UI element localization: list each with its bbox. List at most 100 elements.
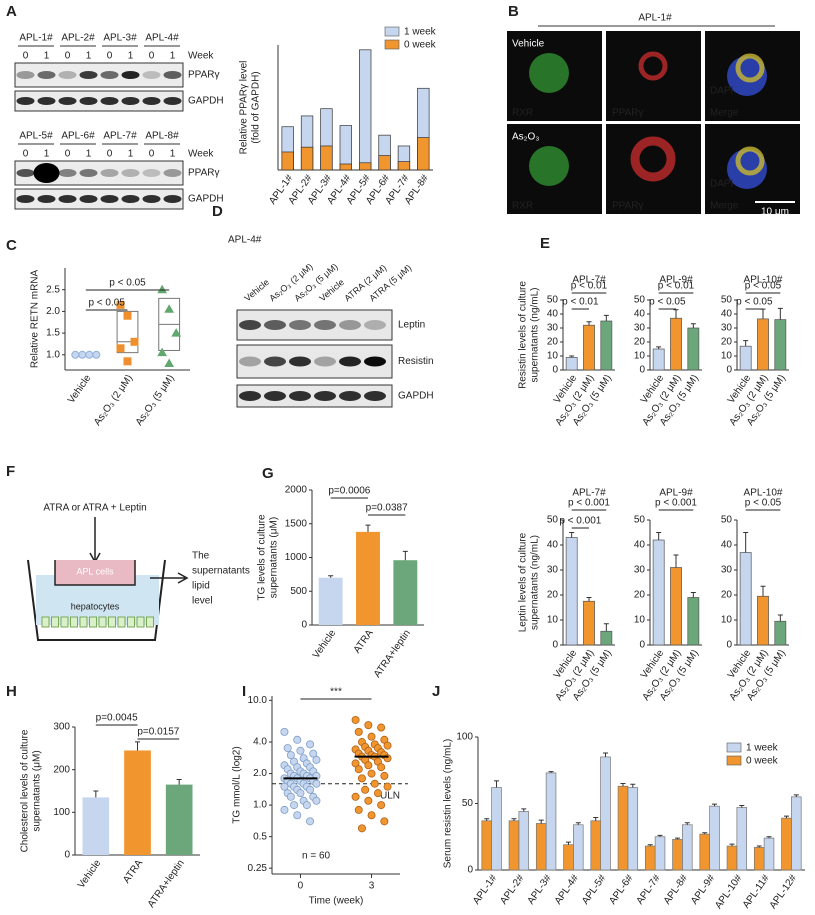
error-bar [777,307,783,320]
annotation: p < 0.001 [559,516,601,527]
blot-band [79,97,98,105]
sample-label: APL-5# [19,131,53,142]
annotation: p < 0.05 [649,297,686,308]
bar [600,320,613,371]
bar [565,357,578,371]
bar [617,785,629,871]
blot-band [314,320,336,330]
point [361,785,370,794]
output-label: lipid [192,581,210,592]
y-tick-label: 50 [462,798,474,809]
annotation: p < 0.001 [568,498,610,509]
box [116,310,139,354]
bar [518,811,530,871]
y-tick-label: 10 [721,615,733,626]
blot-band [121,169,140,177]
bar [545,772,557,871]
point [373,789,382,798]
bar [682,824,693,871]
point [312,796,321,805]
blot-band [339,320,361,330]
point [296,789,305,798]
bar [781,817,792,871]
y-tick-label: 40 [634,309,646,320]
y-axis-label: supernatants (μM) [269,517,280,598]
point [280,805,289,814]
point [351,792,360,801]
point [157,284,168,294]
bar [508,820,520,871]
panel-label: E [540,235,550,252]
error-bar [586,597,592,602]
x-tick-label: APL-12# [768,873,800,910]
x-axis-label: Time (week) [309,896,364,907]
bar [339,163,352,171]
y-axis-label: Cholesterol levels of culture [20,729,31,852]
blot-band [163,71,182,79]
error-bar [657,834,663,837]
point [309,749,318,758]
x-tick-label: As₂O₃ (2 μM) [92,373,135,428]
blot-band [163,97,182,105]
bar [339,125,352,171]
error-bar [674,837,680,840]
arrow [89,517,101,564]
blot-band [239,320,261,330]
lane-label: 1 [128,149,134,160]
y-tick-label: 50 [547,515,559,526]
micrograph-title: APL-1# [638,13,672,24]
point [357,774,366,783]
row-label: As₂O₃ [512,132,539,143]
error-bar [756,845,762,848]
x-tick-label: APL-2# [498,873,526,907]
blot-band [79,71,98,79]
error-bar [575,822,581,825]
bar [654,836,666,871]
y-tick-label: 20 [721,590,733,601]
bar [627,787,639,871]
blot-band [142,195,161,203]
bar [583,600,595,646]
panel-label: A [6,3,17,20]
x-tick-label: Vehicle [311,628,339,661]
bar [699,833,710,871]
point [130,337,139,346]
y-tick-label: 2.5 [46,284,60,295]
chart-title: APL-10# [744,488,783,499]
y-tick-label: 20 [634,337,646,348]
y-tick-label: 50 [634,515,646,526]
row-label: Vehicle [512,39,545,50]
error-bar [603,752,609,757]
bar [481,820,492,871]
y-tick-label: 10 [634,351,646,362]
hepatocyte [127,616,135,628]
blot-band [163,169,182,177]
bar [165,784,193,855]
chart-title: APL-7# [572,488,606,499]
hepatocyte [41,616,50,628]
blot-band [16,195,35,203]
error-bar [777,614,783,622]
lane-label: Vehicle [242,277,271,303]
insert [54,560,136,586]
point [354,727,363,736]
panel-label: I [242,683,246,700]
sample-label: APL-6# [61,131,95,142]
y-tick-label: 30 [547,565,559,576]
bar [672,839,683,871]
x-tick-label: 0 [298,881,304,892]
point [380,817,389,826]
bar [320,145,333,171]
chart-title: APL-9# [659,275,693,286]
bar [535,823,547,871]
blot-band [37,195,56,203]
error-bar [712,803,718,807]
point [306,785,315,794]
point [296,746,305,755]
point [302,801,311,810]
y-tick-label: 40 [721,540,733,551]
point [364,761,373,770]
point [78,350,87,359]
